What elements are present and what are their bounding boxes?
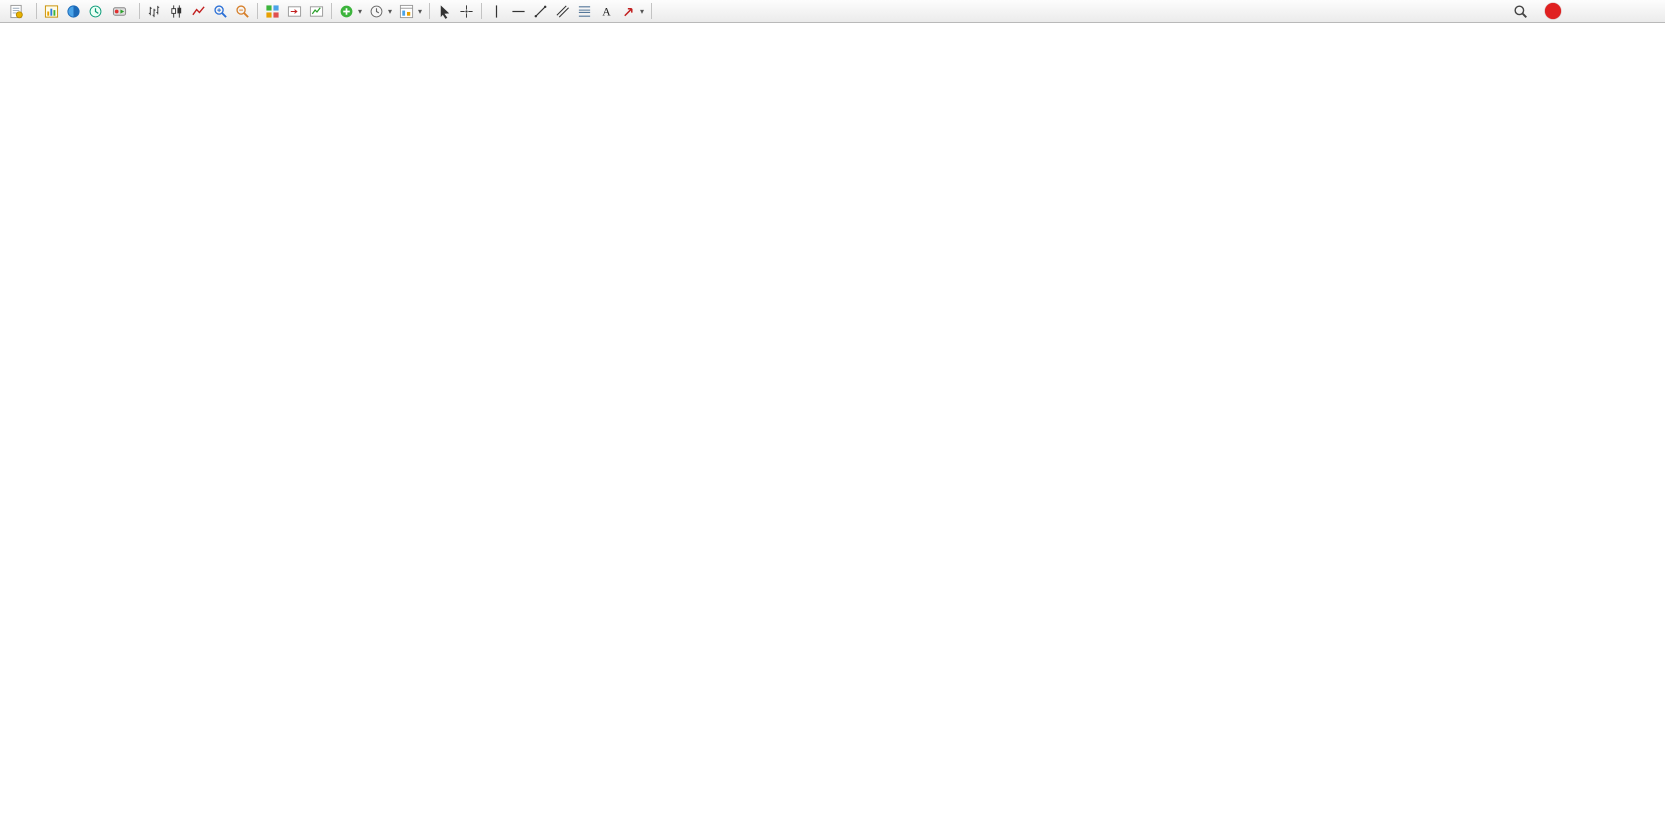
dropdown-caret-icon: ▾ xyxy=(358,6,363,16)
cursor-button[interactable] xyxy=(434,1,455,21)
cursor-icon xyxy=(437,4,452,19)
templates-button[interactable]: ▾ xyxy=(396,1,425,21)
horizontal-line-button[interactable] xyxy=(508,1,529,21)
trendline-button[interactable] xyxy=(530,1,551,21)
fibonacci-button[interactable] xyxy=(574,1,595,21)
auto-scroll-button[interactable] xyxy=(306,1,327,21)
line-chart-icon xyxy=(191,4,206,19)
bar-chart-icon xyxy=(147,4,162,19)
fibonacci-icon xyxy=(577,4,592,19)
zoom-in-icon xyxy=(213,4,228,19)
templates-icon xyxy=(399,4,414,19)
zoom-in-button[interactable] xyxy=(210,1,231,21)
candlestick-chart-button[interactable] xyxy=(166,1,187,21)
autotrading-icon xyxy=(112,4,127,19)
channel-icon xyxy=(555,4,570,19)
horizontal-line-icon xyxy=(511,4,526,19)
toolbar-separator xyxy=(481,3,483,19)
toolbar-separator xyxy=(651,3,653,19)
tile-windows-icon xyxy=(265,4,280,19)
tile-windows-button[interactable] xyxy=(262,1,283,21)
new-order-button[interactable] xyxy=(4,1,32,21)
crosshair-icon xyxy=(459,4,474,19)
main-toolbar: ▾ ▾ ▾ A ▾ xyxy=(0,0,1665,23)
indicators-icon xyxy=(339,4,354,19)
profile-icon xyxy=(66,4,81,19)
chart-shift-icon xyxy=(287,4,302,19)
chart-canvas[interactable] xyxy=(0,23,1665,840)
toolbar-separator xyxy=(139,3,140,19)
arrows-button[interactable]: ▾ xyxy=(618,1,647,21)
search-button[interactable] xyxy=(1510,1,1531,21)
svg-text:A: A xyxy=(602,5,611,18)
trendline-icon xyxy=(533,4,548,19)
toolbar-separator xyxy=(331,3,332,19)
candlestick-chart-icon xyxy=(169,4,184,19)
profile-button[interactable] xyxy=(63,1,84,21)
chart-window-button[interactable] xyxy=(41,1,62,21)
chart-shift-button[interactable] xyxy=(284,1,305,21)
toolbar-separator xyxy=(36,3,37,19)
line-chart-button[interactable] xyxy=(188,1,209,21)
vertical-line-button[interactable] xyxy=(486,1,507,21)
toolbar-separator xyxy=(429,3,431,19)
chart-window-icon xyxy=(44,4,59,19)
auto-scroll-icon xyxy=(309,4,324,19)
periods-icon xyxy=(369,4,384,19)
new-order-icon xyxy=(9,4,24,19)
periods-button[interactable]: ▾ xyxy=(366,1,395,21)
vertical-line-icon xyxy=(489,4,504,19)
notification-badge[interactable] xyxy=(1545,3,1561,19)
zoom-out-icon xyxy=(235,4,250,19)
toolbar-right-group xyxy=(1510,1,1561,21)
crosshair-button[interactable] xyxy=(456,1,477,21)
zoom-out-button[interactable] xyxy=(232,1,253,21)
dropdown-caret-icon: ▾ xyxy=(388,6,393,16)
toolbar-separator xyxy=(257,3,258,19)
market-watch-button[interactable] xyxy=(85,1,106,21)
channel-button[interactable] xyxy=(552,1,573,21)
market-watch-icon xyxy=(88,4,103,19)
text-icon: A xyxy=(599,4,614,19)
indicators-button[interactable]: ▾ xyxy=(336,1,365,21)
dropdown-caret-icon: ▾ xyxy=(640,6,645,16)
text-button[interactable]: A xyxy=(596,1,617,21)
dropdown-caret-icon: ▾ xyxy=(418,6,423,16)
autotrading-button[interactable] xyxy=(107,1,135,21)
search-icon xyxy=(1513,4,1528,19)
bar-chart-button[interactable] xyxy=(144,1,165,21)
arrows-icon xyxy=(621,4,636,19)
chart-area xyxy=(0,23,1665,840)
